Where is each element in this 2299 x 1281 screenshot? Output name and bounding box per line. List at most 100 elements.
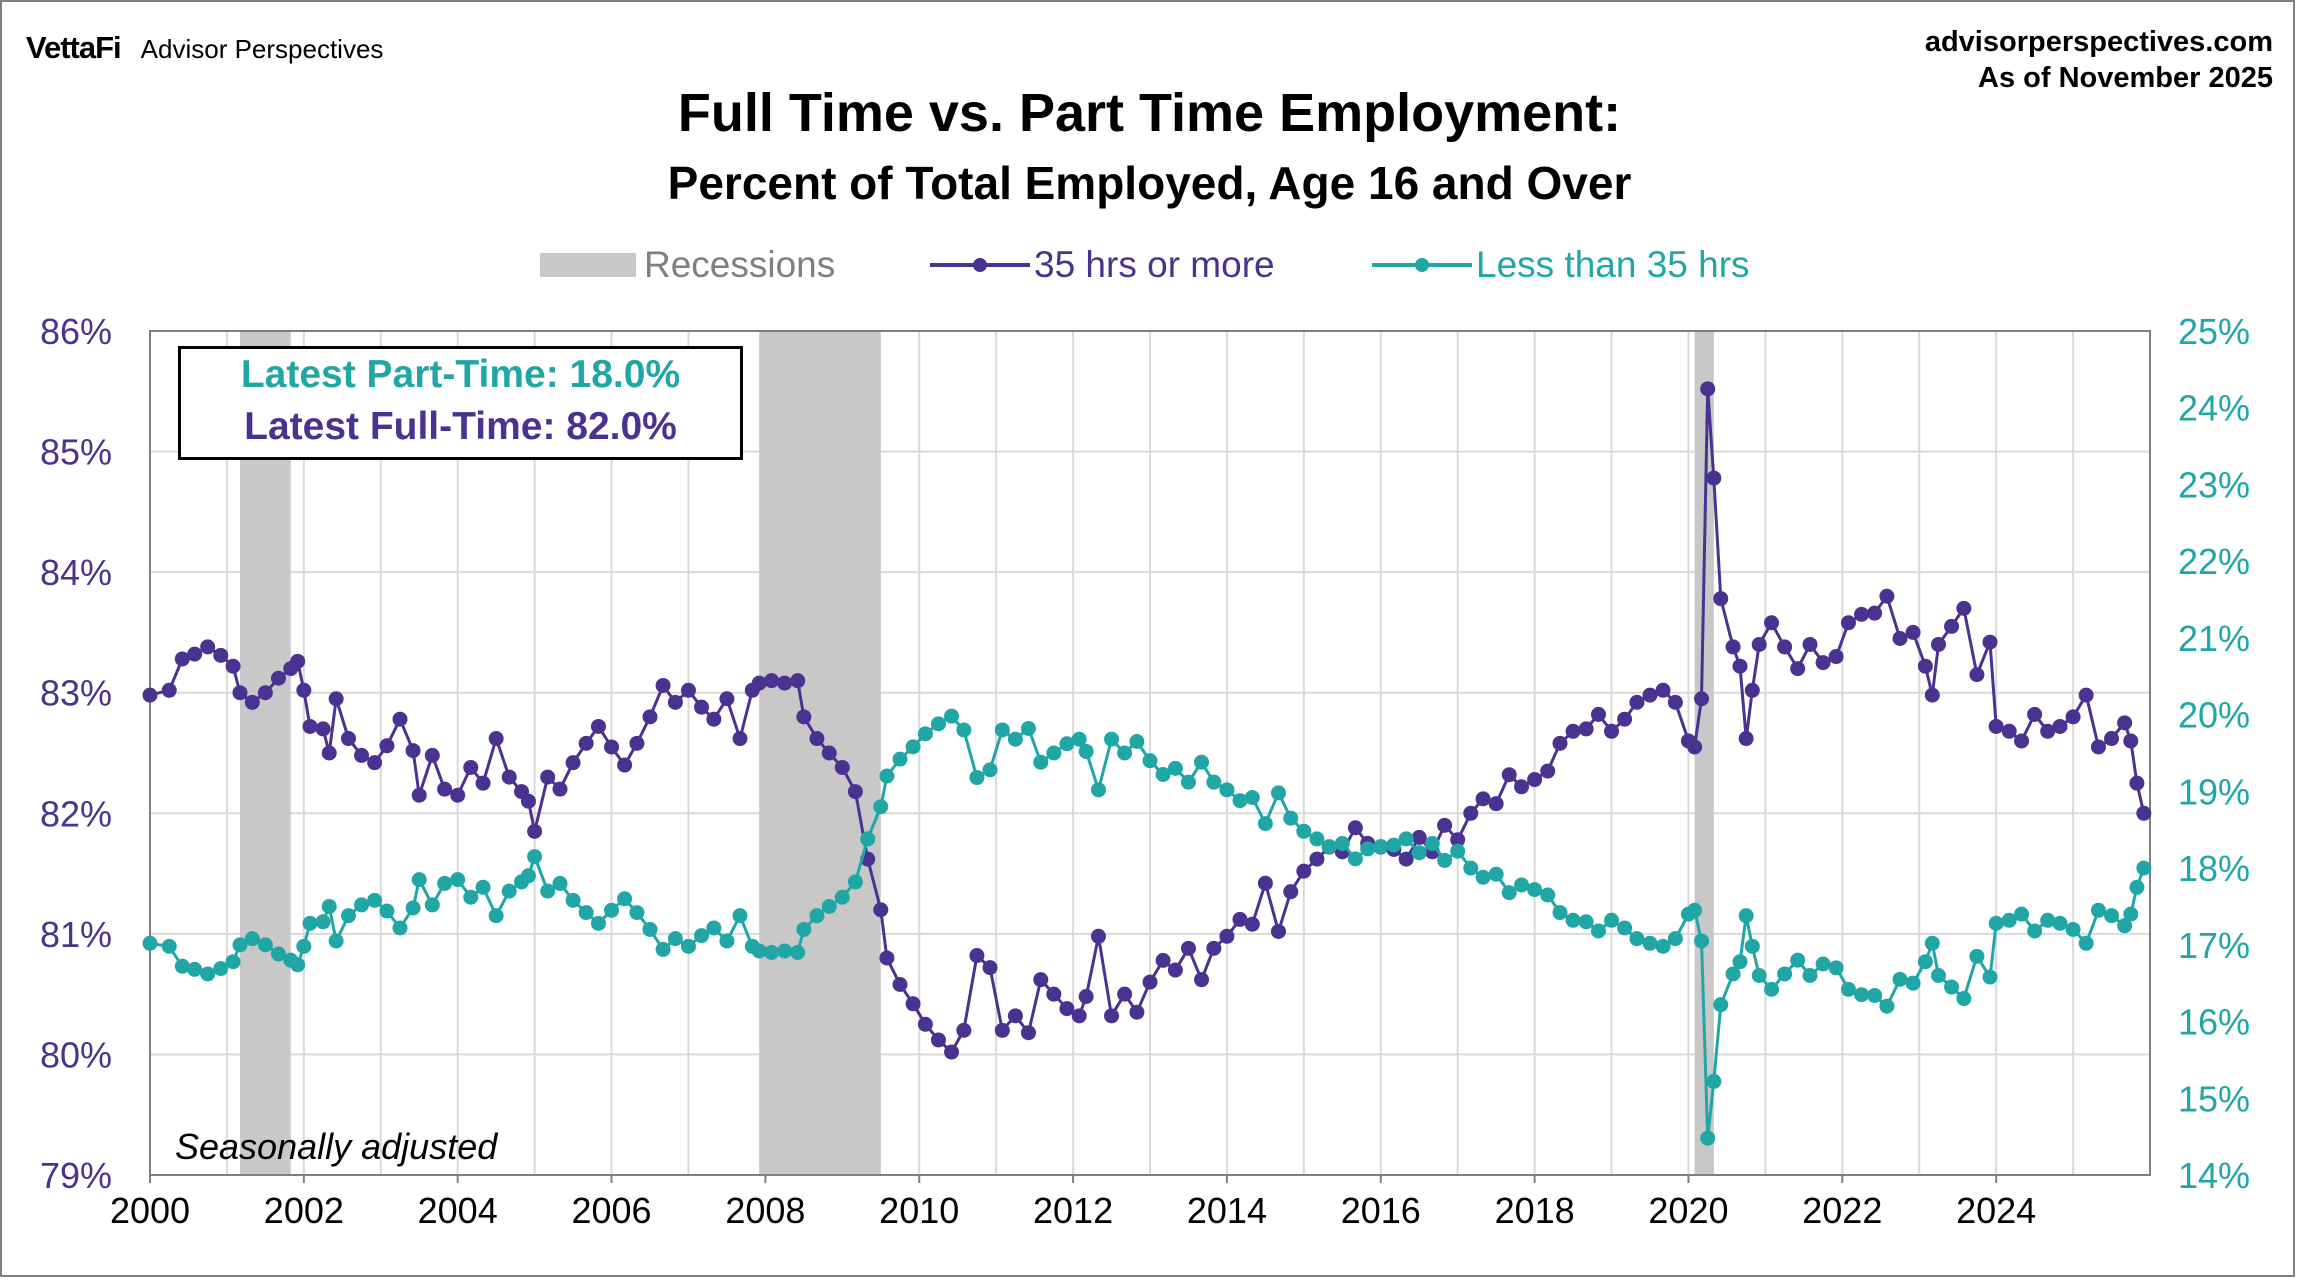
full-time-point — [437, 781, 453, 797]
line-marker-icon — [1372, 258, 1472, 272]
part-time-point — [1751, 968, 1767, 984]
part-time-point — [1450, 843, 1466, 859]
full-time-point — [270, 670, 286, 686]
part-time-point — [1475, 869, 1491, 885]
full-time-point — [834, 759, 850, 775]
x-tick-label: 2024 — [1956, 1190, 2036, 1231]
full-time-point — [213, 647, 229, 663]
part-time-point — [296, 938, 312, 954]
note-seasonally: Seasonally — [175, 1126, 352, 1167]
full-time-point — [930, 1032, 946, 1048]
recession-band — [759, 331, 881, 1175]
part-time-point — [501, 883, 517, 899]
full-time-point — [790, 673, 806, 689]
part-time-point — [565, 892, 581, 908]
part-time-point — [1527, 882, 1543, 898]
full-time-point — [1840, 615, 1856, 631]
legend: Recessions 35 hrs or more Less than 35 h… — [0, 240, 2299, 290]
x-tick-label: 2016 — [1341, 1190, 1421, 1231]
full-time-point — [1655, 682, 1671, 698]
part-time-point — [1232, 793, 1248, 809]
full-time-point — [1738, 731, 1754, 747]
full-time-point — [565, 755, 581, 771]
full-time-point — [1142, 974, 1158, 990]
full-time-point — [2040, 723, 2056, 739]
x-tick-label: 2008 — [725, 1190, 805, 1231]
part-time-point — [2123, 906, 2139, 922]
x-tick-label: 2020 — [1648, 1190, 1728, 1231]
full-time-point — [1917, 658, 1933, 674]
part-time-point — [405, 900, 421, 916]
full-time-point — [1764, 615, 1780, 631]
part-time-point — [527, 849, 543, 865]
part-time-point — [174, 958, 190, 974]
part-time-point — [1982, 969, 1998, 985]
part-time-point — [590, 915, 606, 931]
part-time-point — [1142, 753, 1158, 769]
part-time-point — [2014, 906, 2030, 922]
part-time-point — [142, 935, 158, 951]
part-time-point — [994, 722, 1010, 738]
full-time-point — [879, 950, 895, 966]
full-time-point — [1347, 820, 1363, 836]
full-time-point — [1078, 989, 1094, 1005]
legend-label-full-time: 35 hrs or more — [1034, 244, 1275, 285]
full-time-point — [2104, 731, 2120, 747]
y-right-tick-label: 20% — [2178, 695, 2250, 736]
part-time-point — [1815, 956, 1831, 972]
y-right-tick-label: 23% — [2178, 464, 2250, 505]
full-time-point — [302, 718, 318, 734]
part-time-point — [270, 946, 286, 962]
part-time-point — [1694, 933, 1710, 949]
full-time-point — [764, 673, 780, 689]
part-time-point — [540, 883, 556, 899]
part-time-point — [1590, 923, 1606, 939]
full-time-point — [1104, 1008, 1120, 1024]
full-time-point — [475, 775, 491, 791]
part-time-point — [617, 891, 633, 907]
latest-values-box: Latest Part-Time: 18.0% Latest Full-Time… — [178, 346, 743, 460]
part-time-point — [1463, 860, 1479, 876]
part-time-point — [1129, 733, 1145, 749]
part-time-point — [161, 938, 177, 954]
part-time-point — [1046, 745, 1062, 761]
full-time-point — [1956, 600, 1972, 616]
full-time-point — [328, 691, 344, 707]
part-time-point — [1604, 912, 1620, 928]
x-tick-label: 2010 — [879, 1190, 959, 1231]
part-time-point — [2117, 918, 2133, 934]
full-time-point — [424, 747, 440, 763]
full-time-point — [1590, 706, 1606, 722]
full-time-point — [520, 793, 536, 809]
part-time-point — [1501, 885, 1517, 901]
part-time-point — [379, 903, 395, 919]
part-time-point — [437, 875, 453, 891]
seasonal-note: Seasonally adjusted — [175, 1126, 497, 1168]
part-time-point — [392, 920, 408, 936]
full-time-point — [1988, 718, 2004, 734]
part-time-point — [2001, 912, 2017, 928]
full-time-point — [1725, 639, 1741, 655]
part-time-point — [1642, 935, 1658, 951]
full-time-point — [1475, 791, 1491, 807]
part-time-point — [1879, 998, 1895, 1014]
part-time-point — [777, 943, 793, 959]
y-left-tick-label: 81% — [40, 914, 112, 955]
part-time-point — [764, 944, 780, 960]
part-time-series-line — [149, 714, 2146, 1139]
full-time-point — [1892, 630, 1908, 646]
source-url: advisorperspectives.com — [1924, 26, 2273, 58]
legend-recessions: Recessions — [540, 240, 835, 290]
y-left-tick-label: 79% — [40, 1155, 112, 1196]
part-time-point — [1917, 954, 1933, 970]
full-time-point — [1930, 636, 1946, 652]
part-time-point — [1283, 810, 1299, 826]
full-time-point — [1642, 687, 1658, 703]
part-time-point — [1969, 948, 1985, 964]
latest-full-time: Latest Full-Time: 82.0% — [244, 405, 677, 448]
source-block: advisorperspectives.com As of November 2… — [1925, 24, 2273, 96]
full-time-point — [2129, 775, 2145, 791]
full-time-point — [1501, 767, 1517, 783]
part-time-point — [1713, 997, 1729, 1013]
full-time-point — [1059, 1001, 1075, 1017]
